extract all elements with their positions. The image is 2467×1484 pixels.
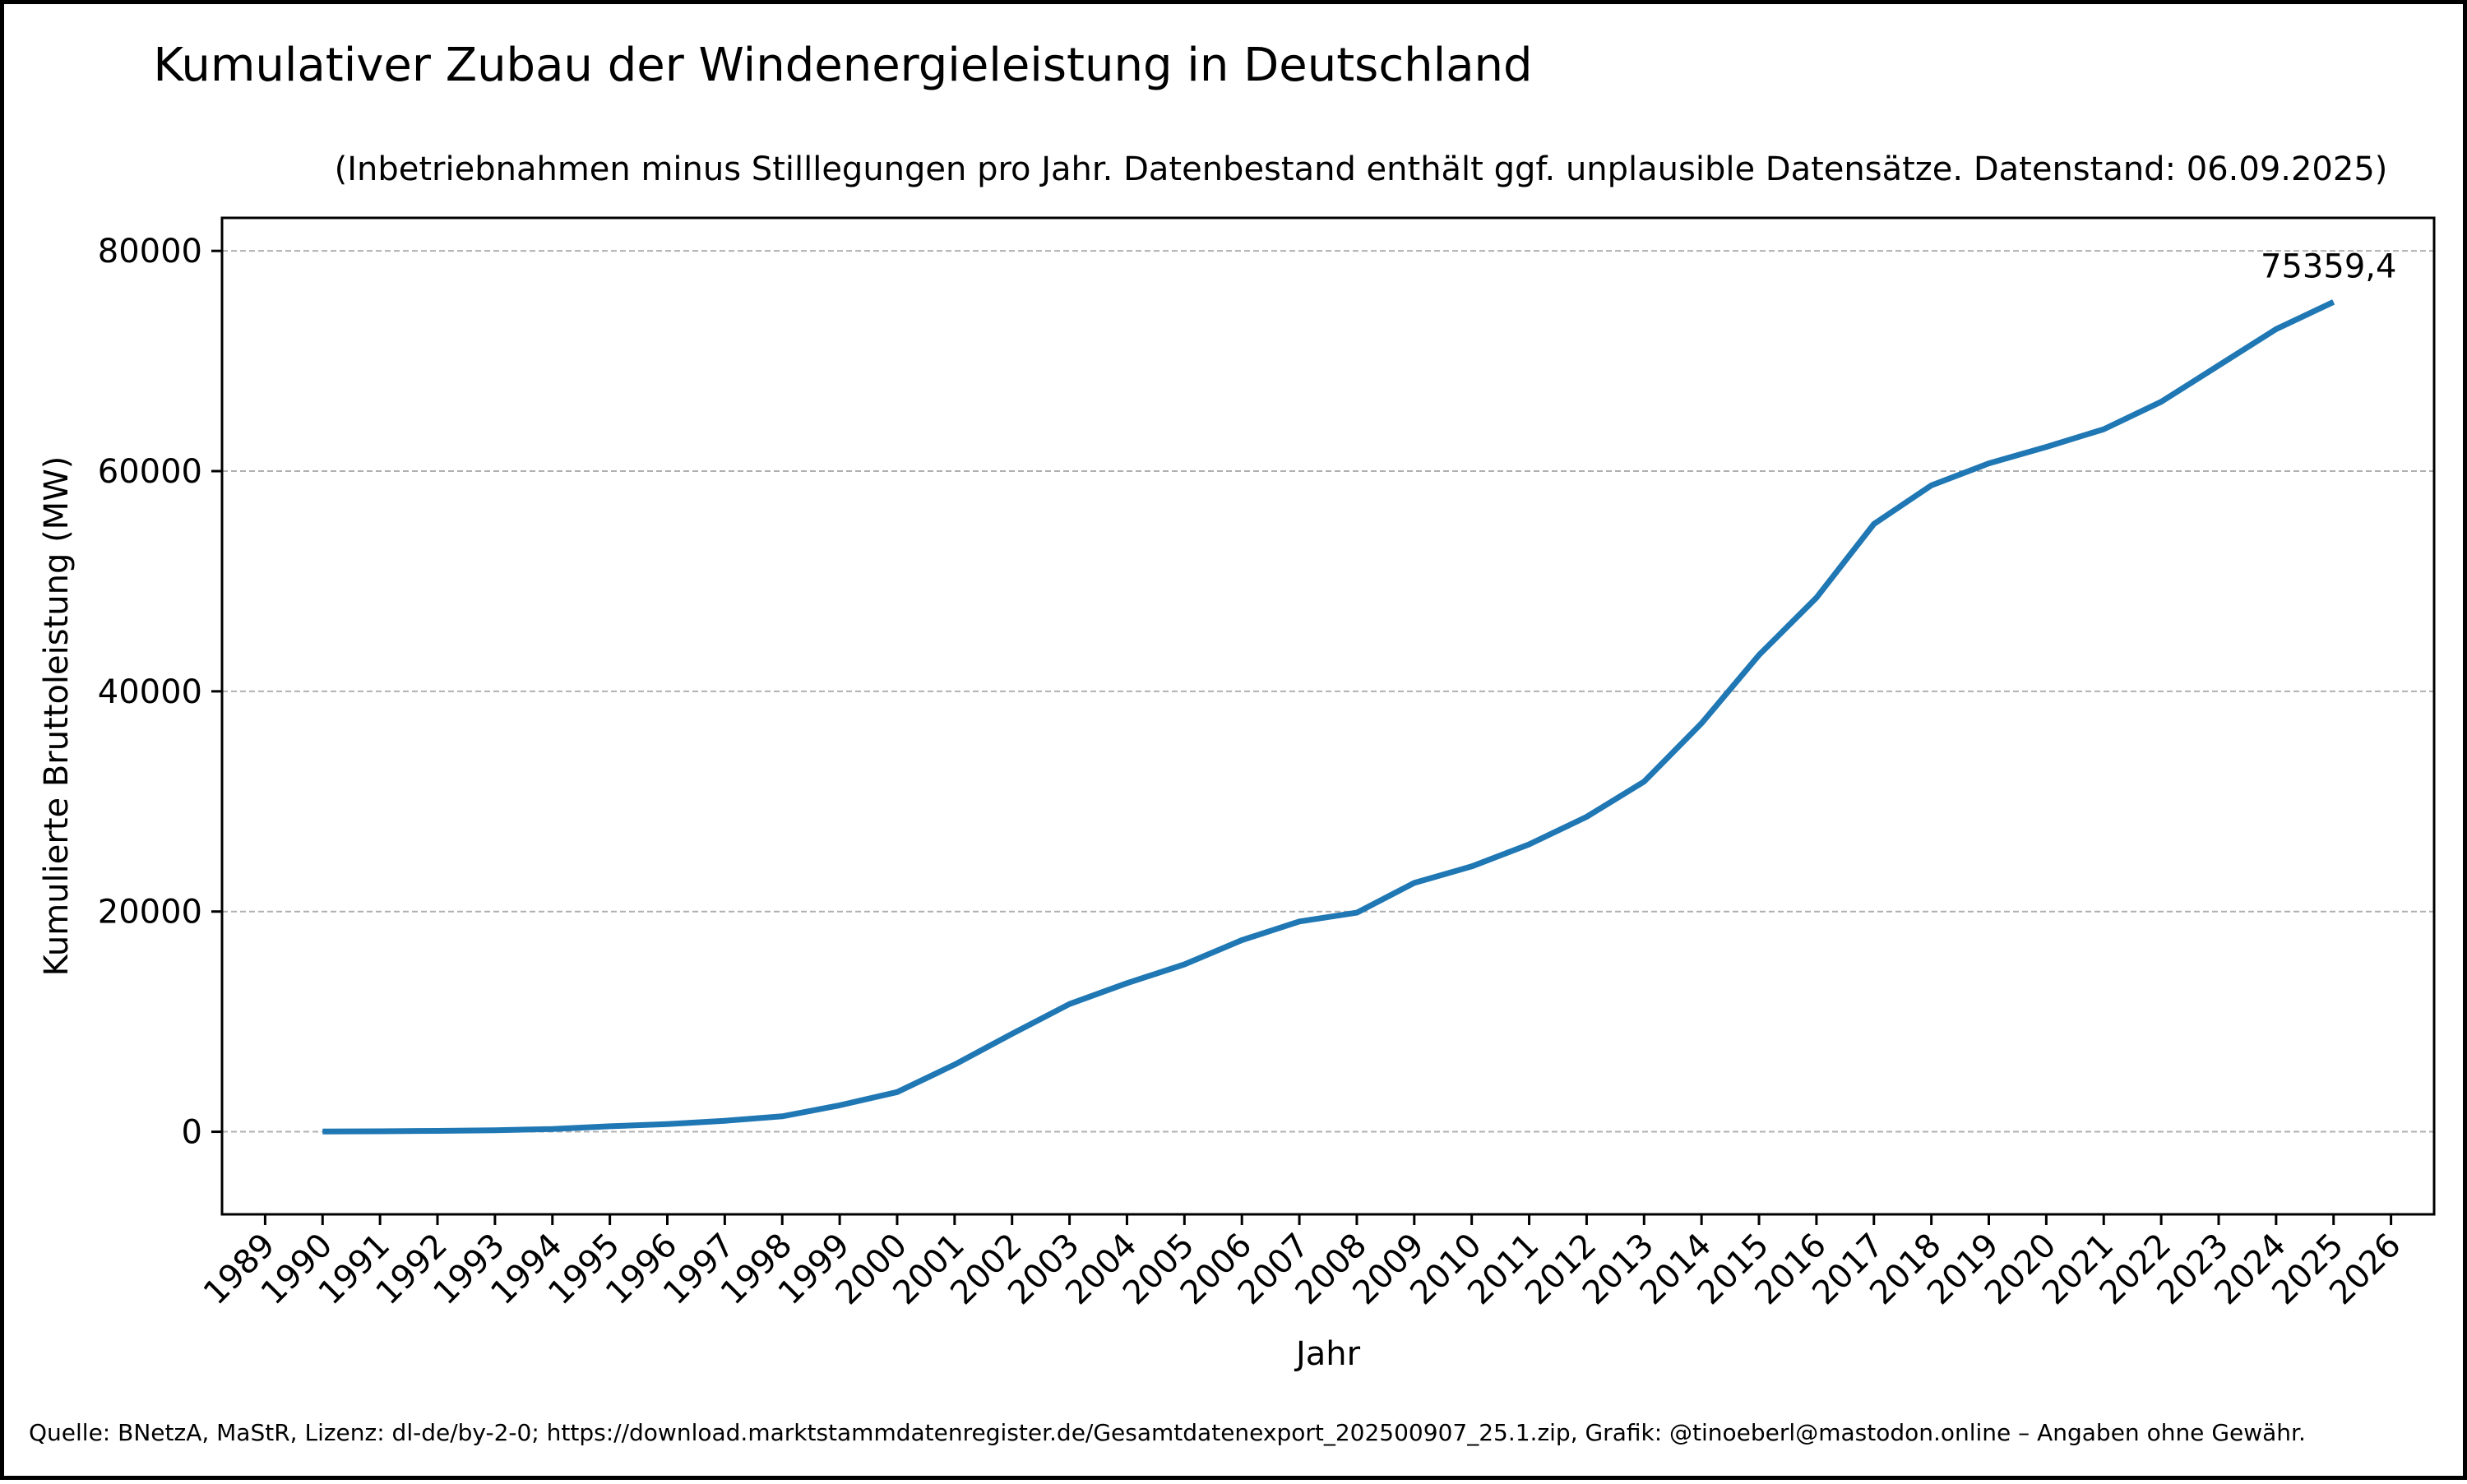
data-point (1872, 523, 1875, 525)
y-tick-label: 0 (182, 1114, 202, 1152)
data-point (1355, 912, 1358, 914)
data-point (2332, 301, 2335, 303)
data-point (781, 1115, 784, 1117)
data-point (1758, 654, 1761, 656)
x-axis-label: Jahr (1294, 1335, 1361, 1373)
data-point (896, 1091, 898, 1093)
data-point (437, 1130, 439, 1132)
line-chart: Kumulativer Zubau der Windenergieleistun… (29, 39, 2436, 1446)
data-point (839, 1104, 841, 1107)
grid-lines (222, 250, 2434, 1133)
data-point (1413, 881, 1415, 884)
y-tick-label: 60000 (98, 453, 202, 491)
data-point (1011, 1033, 1013, 1035)
data-point (493, 1129, 496, 1131)
series-line (322, 299, 2335, 1135)
data-point (1298, 920, 1301, 922)
data-point (322, 1130, 324, 1133)
source-footer: Quelle: BNetzA, MaStR, Lizenz: dl-de/by-… (29, 1419, 2306, 1446)
data-point (1930, 484, 1932, 487)
data-point (2045, 446, 2048, 448)
y-tick-label: 20000 (98, 894, 202, 932)
data-point (953, 1063, 956, 1066)
data-point (2217, 364, 2219, 367)
chart-subtitle: (Inbetriebnahmen minus Stilllegungen pro… (335, 150, 2388, 188)
data-point (551, 1128, 553, 1130)
data-point (1643, 780, 1645, 783)
data-point (1815, 597, 1817, 599)
y-axis-label: Kumulierte Bruttoleistung (MW) (38, 456, 76, 977)
data-point (1241, 939, 1243, 941)
y-axis: 0 20000 40000 60000 80000 (98, 233, 222, 1152)
data-point (724, 1120, 726, 1122)
data-point (1470, 865, 1473, 867)
data-point (2160, 400, 2163, 403)
y-tick-label: 80000 (98, 233, 202, 270)
data-point (1183, 963, 1186, 965)
series-layer (322, 299, 2335, 1135)
data-point (1126, 982, 1128, 984)
data-point (1988, 462, 1990, 465)
data-point (1528, 844, 1530, 846)
x-axis: 1989199019911992199319941995199619971998… (197, 1214, 2409, 1312)
data-point (666, 1123, 669, 1126)
y-tick-label: 40000 (98, 673, 202, 711)
plot-area-frame (220, 216, 2436, 1216)
data-point (379, 1130, 382, 1133)
annotations: 75359,4 (2261, 247, 2396, 285)
data-point (1701, 722, 1703, 724)
data-point (1068, 1003, 1071, 1006)
data-point (609, 1125, 611, 1127)
data-label-last-value: 75359,4 (2261, 247, 2396, 285)
data-point (2275, 328, 2277, 331)
data-point (1585, 816, 1588, 818)
chart-title: Kumulativer Zubau der Windenergieleistun… (153, 39, 1532, 92)
data-point (2103, 428, 2105, 431)
